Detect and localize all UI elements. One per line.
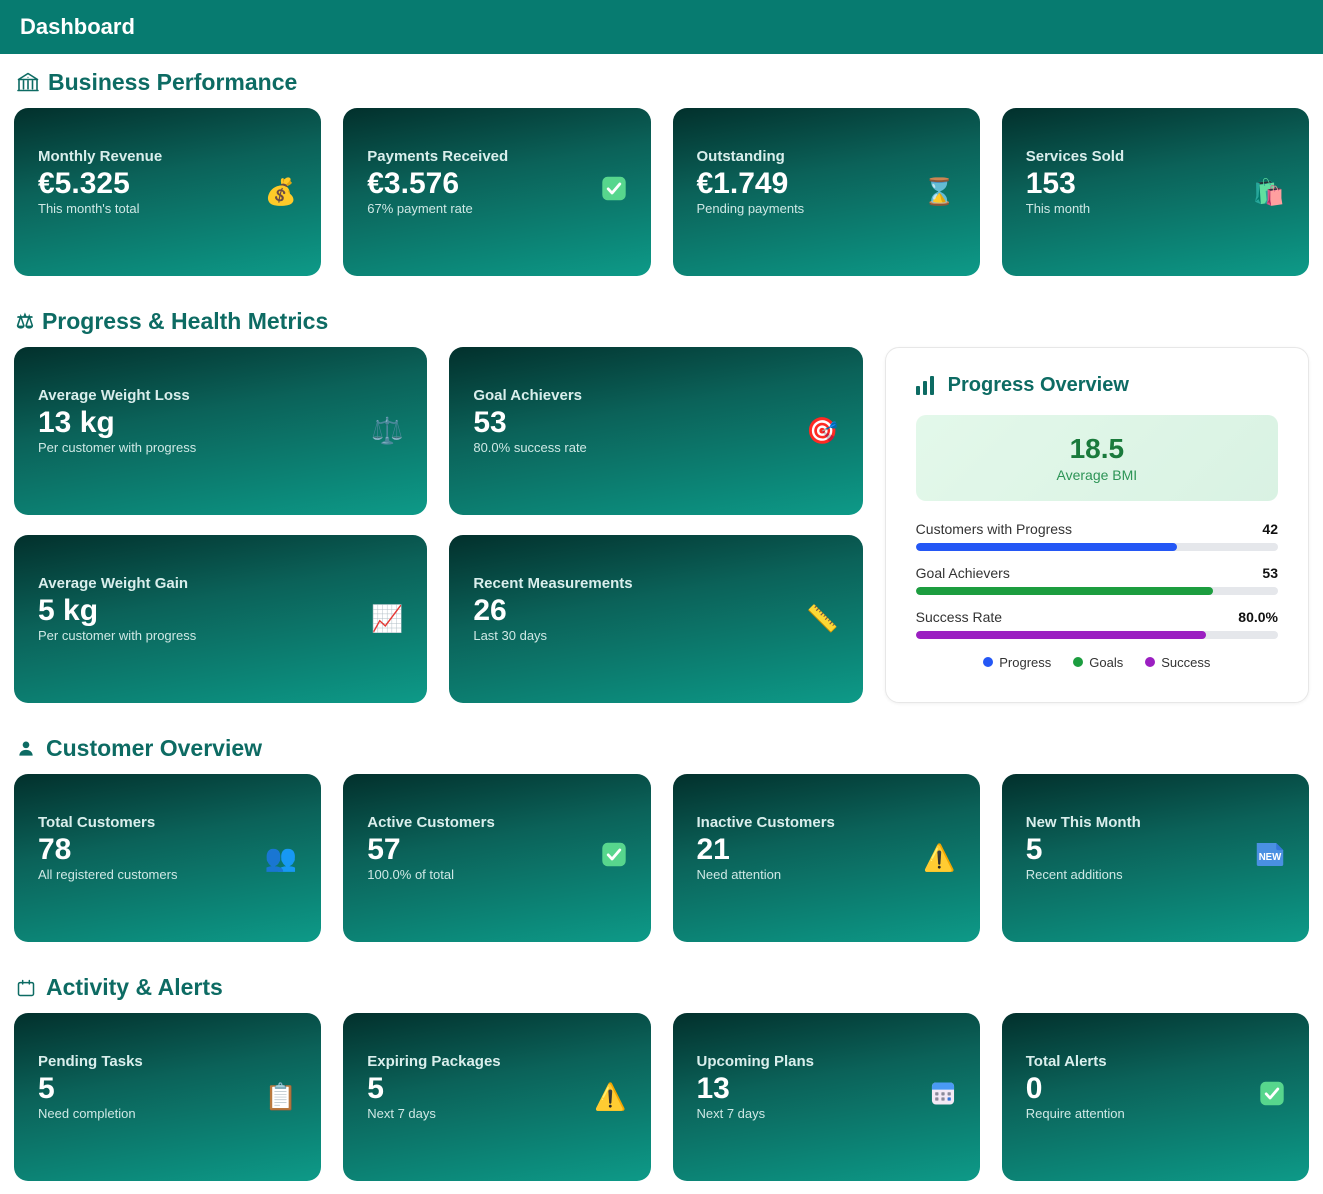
svg-text:NEW: NEW bbox=[1259, 852, 1282, 863]
